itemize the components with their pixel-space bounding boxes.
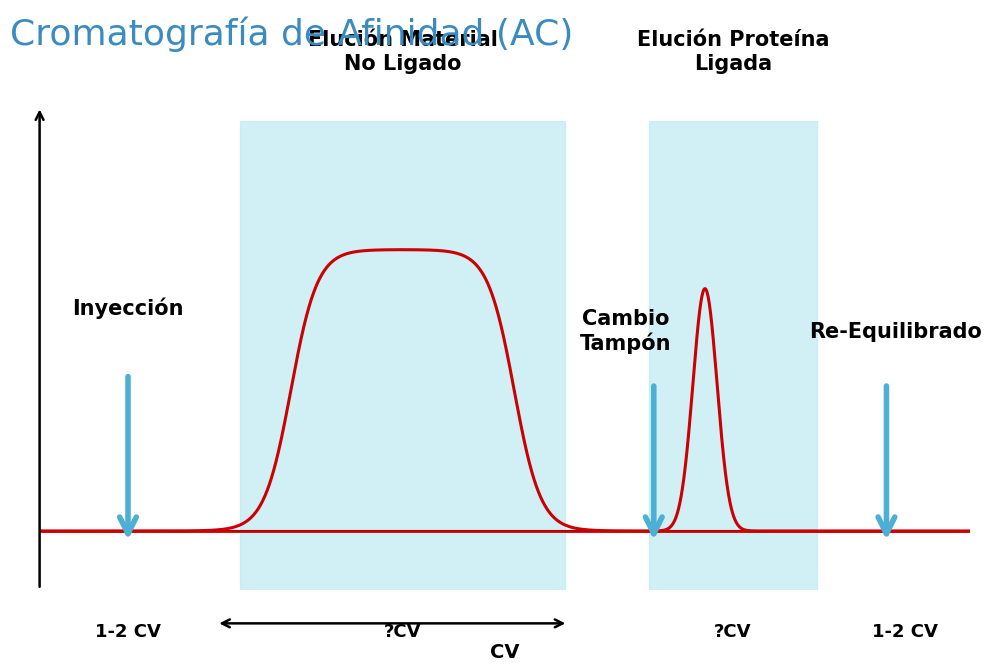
Text: 1-2 CV: 1-2 CV xyxy=(95,623,161,641)
Bar xyxy=(649,121,817,590)
Text: Elución Proteína
Ligada: Elución Proteína Ligada xyxy=(637,31,830,74)
Text: Re-Equilibrado: Re-Equilibrado xyxy=(809,322,982,342)
Text: 1-2 CV: 1-2 CV xyxy=(872,623,938,641)
Text: Cromatografía de Afinidad (AC): Cromatografía de Afinidad (AC) xyxy=(10,17,573,52)
Bar xyxy=(240,121,565,590)
Text: Cambio
Tampón: Cambio Tampón xyxy=(580,309,671,354)
Text: CV: CV xyxy=(490,643,520,663)
Text: Inyección: Inyección xyxy=(72,297,184,319)
Text: ?CV: ?CV xyxy=(384,623,422,641)
Text: Elución Material
No Ligado: Elución Material No Ligado xyxy=(308,31,497,74)
Text: ?CV: ?CV xyxy=(714,623,751,641)
